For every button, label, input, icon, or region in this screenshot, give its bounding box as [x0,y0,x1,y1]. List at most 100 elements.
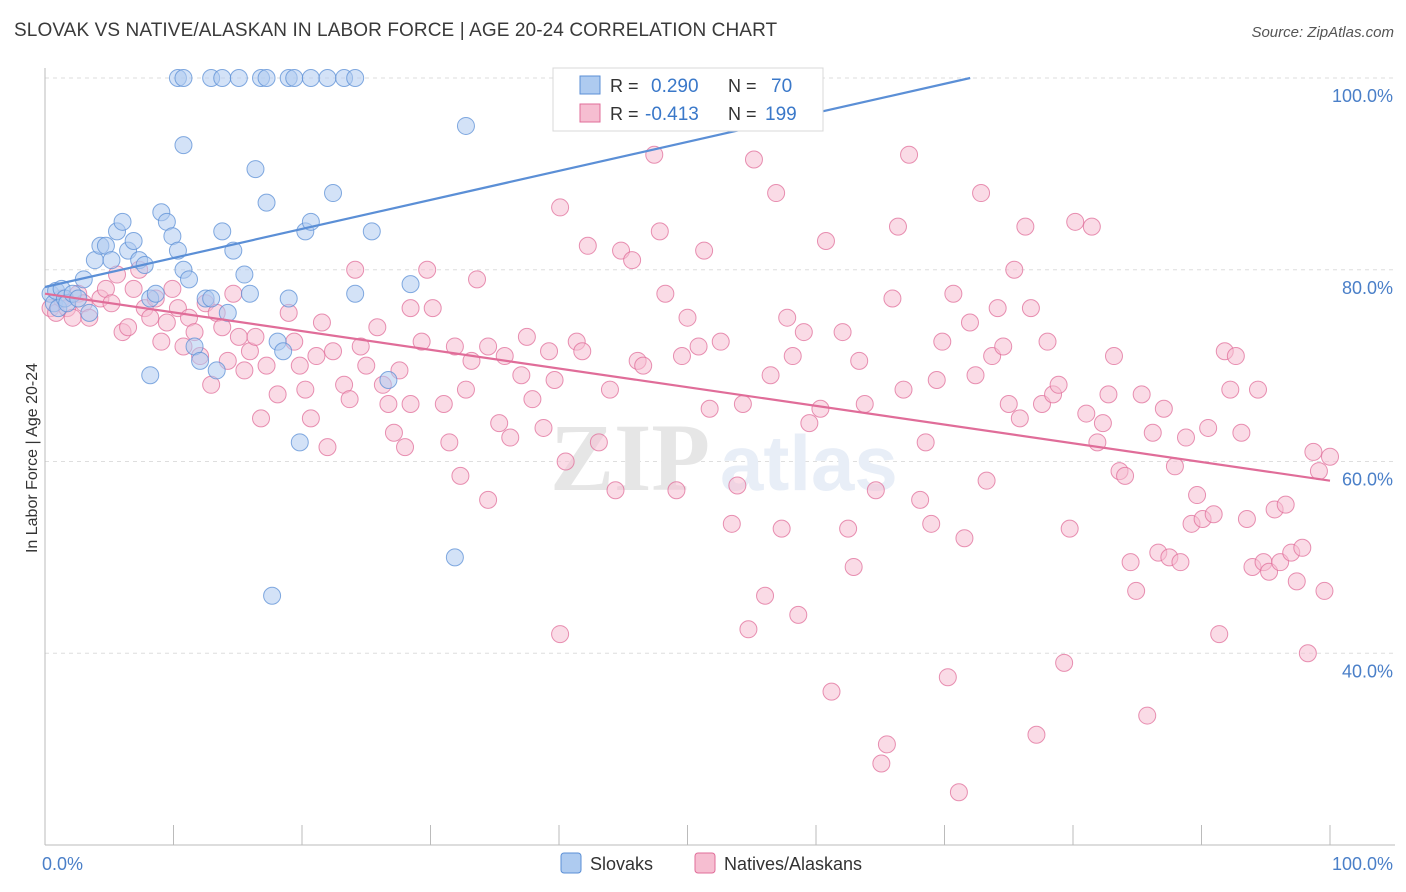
x-tick-label: 0.0% [42,854,83,874]
natives-point [1248,380,1267,399]
natives-point [767,184,786,203]
slovaks-point [174,69,193,87]
natives-point [994,337,1013,356]
natives-point [1188,486,1207,505]
legend-slovaks-swatch [560,852,582,874]
natives-point [479,490,498,509]
natives-point [1132,385,1151,404]
slovaks-trend-line [44,76,971,289]
slovaks-point [263,586,282,605]
natives-point [401,394,420,413]
slovaks-point [174,136,193,155]
slovaks-point [346,284,365,303]
natives-point [1138,706,1157,725]
natives-point [351,337,370,356]
natives-point [296,380,315,399]
natives-point [1060,519,1079,538]
natives-point [1165,457,1184,476]
slovaks-point [80,303,99,322]
natives-point [850,351,869,370]
natives-point [1204,505,1223,524]
natives-point [418,260,437,279]
natives-point [733,394,752,413]
natives-point [1038,332,1057,351]
legend-swatch-natives [579,103,601,123]
slovaks-point [274,342,293,361]
natives-point [1005,260,1024,279]
natives-point [1055,653,1074,672]
slovaks-point [213,69,232,87]
natives-point [346,260,365,279]
slovaks-point [379,371,398,390]
x-tick-label: 100.0% [1332,854,1393,874]
natives-point [960,313,979,332]
slovaks-point [191,351,210,370]
slovaks-point [168,241,187,260]
natives-point [761,366,780,385]
natives-point [1315,581,1334,600]
y-tick-label: 80.0% [1342,278,1393,298]
natives-point [301,409,320,428]
natives-point [877,735,896,754]
natives-point [672,347,691,366]
natives-point [933,332,952,351]
natives-point [794,323,813,342]
natives-point [318,438,337,457]
stats-legend: R = 0.290 N = 70 R = -0.413 N = 199 [552,67,824,132]
slovaks-point [113,212,132,231]
slovaks-point [240,284,259,303]
slovaks-point [229,69,248,87]
natives-point [534,418,553,437]
natives-point [1304,442,1323,461]
slovaks-point [246,160,265,179]
natives-point [1016,217,1035,236]
chart-title: SLOVAK VS NATIVE/ALASKAN IN LABOR FORCE … [14,20,778,41]
natives-point [866,481,885,500]
natives-point [1221,380,1240,399]
natives-point [833,323,852,342]
natives-point [888,217,907,236]
natives-point [368,318,387,337]
natives-point [490,414,509,433]
legend-n-label-slovaks: N = [728,76,757,96]
natives-point [152,332,171,351]
series-slovaks-points [41,69,619,605]
natives-point [955,529,974,548]
slovaks-point [146,284,165,303]
natives-point [141,308,160,327]
slovaks-point [445,548,464,567]
natives-point [229,327,248,346]
natives-point [252,409,271,428]
natives-point [916,433,935,452]
natives-point [312,313,331,332]
natives-point [401,299,420,318]
natives-trend-line [44,292,1331,482]
natives-point [1298,644,1317,663]
natives-point [545,371,564,390]
natives-point [307,347,326,366]
natives-point [324,342,343,361]
natives-point [778,308,797,327]
natives-point [434,394,453,413]
natives-point [1171,553,1190,572]
slovaks-point [141,366,160,385]
natives-point [800,414,819,433]
legend-swatch-slovaks [579,75,601,95]
natives-point [1077,404,1096,423]
natives-point [1010,409,1029,428]
natives-point [872,754,891,773]
natives-point [1027,725,1046,744]
natives-point [816,231,835,250]
natives-point [1176,428,1195,447]
legend-n-value-slovaks: 70 [771,76,792,97]
natives-point [268,385,287,404]
source-label: Source: ZipAtlas.com [1251,24,1394,41]
natives-point [728,476,747,495]
natives-point [1049,375,1068,394]
natives-point [772,519,791,538]
natives-point [822,682,841,701]
slovaks-point [207,361,226,380]
natives-point [606,481,625,500]
natives-point [656,284,675,303]
